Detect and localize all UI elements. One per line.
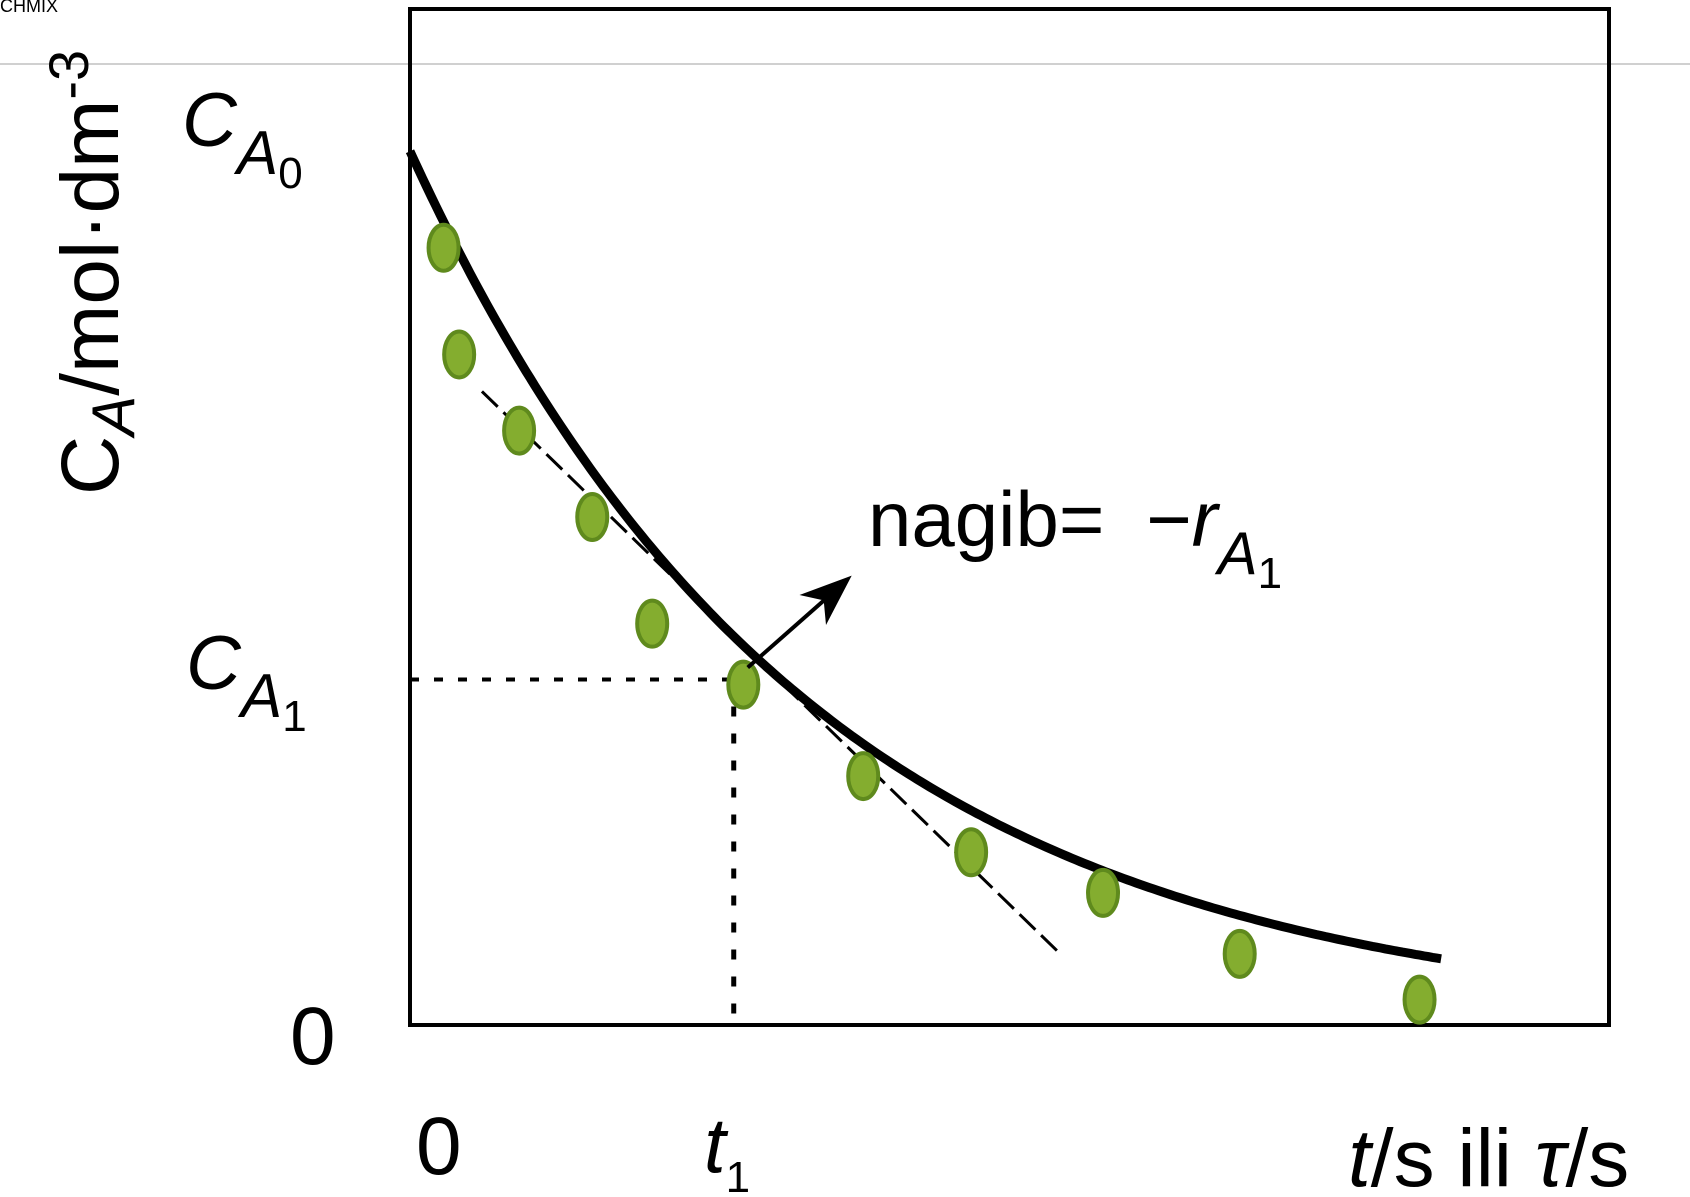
- data-point-7: [846, 751, 881, 802]
- data-point-6: [726, 659, 761, 710]
- data-point-2: [442, 329, 477, 380]
- data-point-5: [635, 598, 670, 649]
- data-point-11: [1402, 974, 1437, 1025]
- y-label-main: C: [45, 436, 136, 495]
- data-point-10: [1222, 928, 1257, 979]
- x-axis-label: t/s ili τ/s: [1348, 1113, 1629, 1197]
- y-tick-ca1: CA1: [186, 621, 307, 741]
- x-tick-t1: t1: [704, 1101, 750, 1197]
- y-label-rest: /mol·dm: [45, 100, 136, 396]
- y-label-sub: A: [80, 396, 147, 439]
- slope-annotation: nagib= −rA1: [868, 475, 1282, 598]
- y-tick-zero: 0: [290, 991, 336, 1082]
- decay-curve: [405, 149, 1442, 964]
- guide-lines: [410, 677, 737, 1021]
- data-points: [426, 222, 1437, 1025]
- data-point-9: [1086, 867, 1121, 918]
- data-point-1: [426, 222, 461, 273]
- decay-curve-path: [405, 149, 1442, 964]
- data-point-4: [575, 492, 610, 542]
- y-axis-label: CA/mol·dm-3: [37, 50, 147, 495]
- y-tick-ca0: CA0: [182, 78, 303, 198]
- header-fragment: CHMIX: [0, 0, 58, 16]
- data-point-8: [954, 827, 989, 878]
- annotation-arrow: [746, 575, 852, 670]
- y-label-sup: -3: [37, 50, 100, 100]
- arrow-head: [799, 575, 852, 625]
- x-tick-zero: 0: [416, 1101, 462, 1192]
- plot-frame: [408, 7, 1611, 1027]
- data-point-3: [502, 405, 537, 456]
